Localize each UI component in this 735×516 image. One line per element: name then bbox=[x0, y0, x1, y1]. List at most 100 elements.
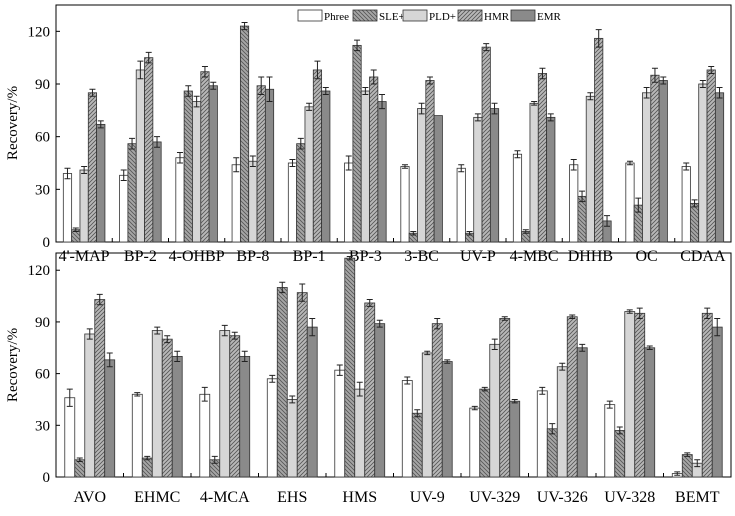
bar-hmr-3-bc bbox=[425, 80, 435, 243]
error-bar-hmr-4-mbc bbox=[539, 67, 546, 80]
error-bar-emr-4-ohbp bbox=[210, 81, 217, 90]
error-bar-hmr-bp-8 bbox=[258, 76, 265, 96]
bar-phree-oc bbox=[625, 162, 635, 243]
bar-sle-bp-8 bbox=[239, 25, 250, 243]
bar-sle-ehmc bbox=[141, 457, 153, 478]
top-y-tick-label: 30 bbox=[35, 182, 50, 198]
bar-phree-4-mca bbox=[199, 393, 211, 478]
bar-emr-oc bbox=[658, 80, 668, 243]
error-bar-hmr-3-bc bbox=[426, 76, 433, 85]
error-bar-pld-bp-1 bbox=[306, 102, 313, 111]
error-bar-pld-4-ohbp bbox=[193, 95, 200, 108]
legend-label-phree: Phree bbox=[324, 11, 349, 23]
top-x-category-label: BP-2 bbox=[124, 248, 157, 265]
bar-pld-cdaa bbox=[698, 83, 708, 243]
bar-hmr-bp-2 bbox=[144, 57, 154, 243]
error-bar-pld-4-map bbox=[81, 166, 88, 175]
bar-pld-3-bc bbox=[417, 108, 427, 243]
error-bar-phree-uv-326 bbox=[539, 386, 546, 395]
bar-hmr-bp-8 bbox=[256, 85, 266, 243]
bar-sle-uv-328 bbox=[614, 430, 626, 478]
bottom-x-category-label: UV-326 bbox=[537, 489, 588, 506]
bar-sle-uv-329 bbox=[479, 388, 491, 478]
error-bar-emr-4-mca bbox=[241, 350, 248, 363]
bar-pld-bp-2 bbox=[135, 69, 145, 243]
error-bar-emr-uv-9 bbox=[444, 359, 451, 364]
bar-emr-cdaa bbox=[714, 92, 725, 243]
error-bar-pld-4-mbc bbox=[531, 101, 538, 106]
legend-swatch-pld bbox=[402, 9, 428, 22]
bar-phree-4-mbc bbox=[512, 153, 523, 243]
bar-phree-uv-p bbox=[456, 167, 466, 243]
error-bar-emr-bemt bbox=[714, 317, 721, 337]
error-bar-sle-avo bbox=[76, 457, 83, 462]
bar-hmr-uv-9 bbox=[431, 323, 443, 478]
top-x-category-label: 4'-MAP bbox=[59, 248, 110, 265]
legend-label-pld: PLD+ bbox=[429, 11, 456, 23]
error-bar-emr-oc bbox=[660, 76, 667, 85]
error-bar-hmr-uv-9 bbox=[434, 317, 441, 330]
top-x-category-label: CDAA bbox=[680, 248, 726, 265]
bar-emr-avo bbox=[104, 359, 116, 478]
bar-sle-bp-3 bbox=[352, 44, 362, 243]
bar-sle-dhhb bbox=[577, 195, 587, 243]
bar-phree-4-ohbp bbox=[175, 157, 185, 243]
bar-pld-4-mbc bbox=[529, 102, 539, 243]
error-bar-phree-uv-329 bbox=[471, 405, 478, 411]
bar-phree-4-map bbox=[62, 173, 73, 243]
bar-emr-bp-3 bbox=[377, 101, 387, 243]
error-bar-phree-4-mca bbox=[201, 386, 208, 402]
error-bar-sle-4-mbc bbox=[522, 229, 529, 234]
error-bar-pld-oc bbox=[643, 87, 650, 99]
error-bar-pld-uv-326 bbox=[559, 362, 566, 371]
top-y-tick-label: 120 bbox=[28, 24, 51, 40]
error-bar-emr-uv-326 bbox=[579, 343, 586, 352]
error-bar-sle-ehmc bbox=[144, 455, 151, 461]
error-bar-phree-4-mbc bbox=[514, 150, 521, 159]
error-bar-phree-uv-9 bbox=[404, 376, 411, 385]
bottom-y-tick-label: 90 bbox=[35, 315, 50, 331]
bar-emr-uv-328 bbox=[644, 347, 656, 478]
bar-sle-ehs bbox=[276, 287, 288, 478]
bar-emr-uv-329 bbox=[509, 400, 521, 478]
error-bar-emr-ehmc bbox=[174, 350, 181, 363]
error-bar-hmr-hms bbox=[366, 299, 373, 307]
bar-phree-bp-8 bbox=[231, 164, 241, 243]
top-y-tick-label: 90 bbox=[35, 77, 50, 93]
error-bar-sle-uv-329 bbox=[481, 386, 488, 392]
bar-hmr-ehs bbox=[296, 292, 308, 478]
error-bar-sle-bp-3 bbox=[354, 39, 361, 52]
bar-emr-uv-326 bbox=[576, 347, 588, 478]
chart-legend: Phree SLE+ PLD+ HMR EMR bbox=[297, 9, 562, 23]
bar-phree-bp-2 bbox=[119, 174, 129, 243]
error-bar-pld-3-bc bbox=[418, 102, 425, 115]
error-bar-emr-bp-1 bbox=[322, 87, 329, 96]
error-bar-pld-4-mca bbox=[221, 324, 228, 337]
error-bar-phree-bp-1 bbox=[289, 158, 296, 168]
error-bar-sle-uv-p bbox=[466, 230, 473, 236]
bottom-x-category-label: UV-9 bbox=[410, 489, 445, 506]
error-bar-emr-dhhb bbox=[604, 215, 611, 227]
bottom-x-category-label: AVO bbox=[73, 489, 106, 506]
error-bar-emr-bp-2 bbox=[154, 136, 161, 148]
error-bar-hmr-avo bbox=[96, 293, 103, 306]
bar-emr-bp-2 bbox=[152, 141, 162, 243]
error-bar-sle-bp-8 bbox=[241, 22, 248, 31]
bar-emr-4-ohbp bbox=[208, 85, 218, 243]
error-bar-emr-hms bbox=[376, 319, 383, 328]
bar-hmr-uv-328 bbox=[634, 312, 646, 478]
error-bar-hmr-uv-329 bbox=[501, 316, 508, 321]
error-bar-phree-cdaa bbox=[683, 162, 690, 171]
bar-pld-uv-p bbox=[473, 116, 483, 243]
top-x-category-label: BP-1 bbox=[293, 248, 326, 265]
bar-emr-4-map bbox=[96, 123, 106, 243]
error-bar-emr-4-mbc bbox=[547, 113, 554, 122]
bar-pld-oc bbox=[642, 92, 652, 243]
legend-label-sle: SLE+ bbox=[379, 11, 405, 23]
bar-sle-bp-1 bbox=[296, 143, 306, 243]
bar-phree-dhhb bbox=[569, 164, 579, 243]
error-bar-sle-uv-326 bbox=[549, 423, 556, 435]
error-bar-phree-bemt bbox=[674, 471, 681, 476]
bar-emr-ehmc bbox=[171, 355, 183, 478]
bottom-x-category-label: HMS bbox=[342, 489, 377, 506]
